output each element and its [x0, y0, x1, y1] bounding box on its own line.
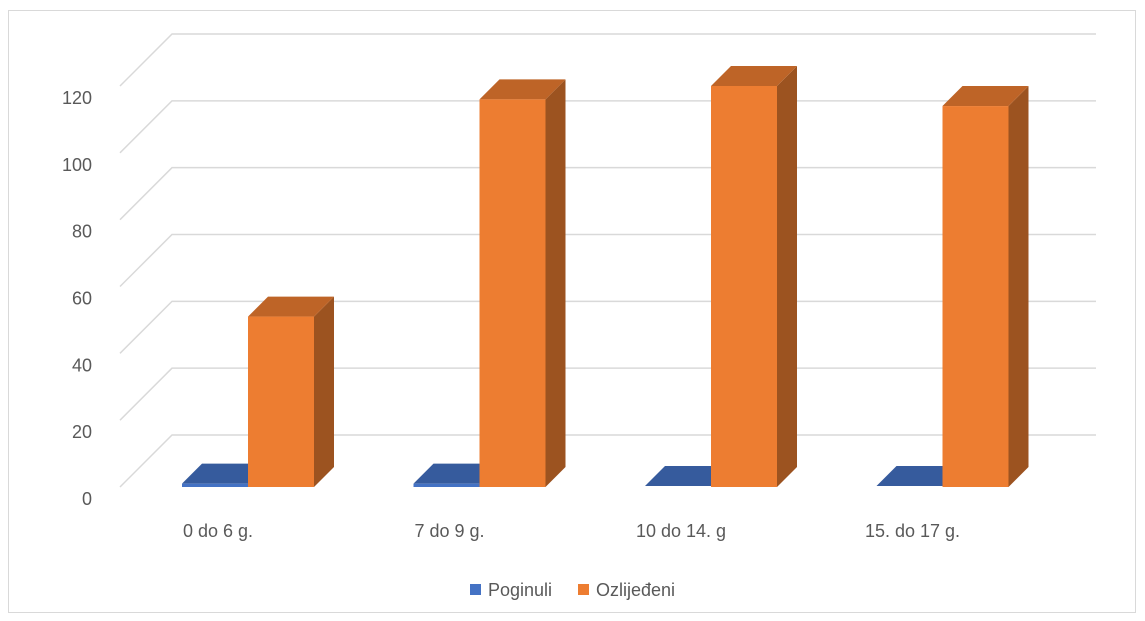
- bar-poginuli-2-top: [645, 466, 731, 486]
- gridline-120: [119, 33, 1096, 87]
- bar-poginuli-1-front: [413, 483, 480, 487]
- bar-ozlije-eni-0-top: [248, 296, 334, 317]
- legend-swatch: [578, 584, 589, 595]
- x-category-label: 7 do 9 g.: [414, 521, 484, 541]
- x-category-label: 0 do 6 g.: [183, 521, 253, 541]
- bar-ozlije-eni-2-front: [711, 86, 777, 487]
- bar-ozlije-eni-0-side: [314, 296, 334, 487]
- y-axis-ticks: 0 20 40 60 80 100 120: [62, 88, 92, 509]
- x-category-label: 10 do 14. g: [636, 521, 726, 541]
- bar-ozlije-eni-3-front: [942, 106, 1009, 488]
- bar-ozlije-eni-1-top: [479, 79, 566, 100]
- legend-label: Poginuli: [488, 580, 552, 600]
- x-category-label: 15. do 17 g.: [865, 521, 960, 541]
- y-tick-label: 0: [82, 489, 92, 509]
- bar-ozlije-eni-1-front: [479, 99, 546, 487]
- legend: Poginuli Ozlijeđeni: [470, 580, 675, 600]
- y-tick-label: 100: [62, 155, 92, 175]
- bar-poginuli-3-top: [876, 466, 963, 486]
- legend-swatch: [470, 584, 481, 595]
- x-axis-categories: 0 do 6 g. 7 do 9 g. 10 do 14. g 15. do 17 g…: [183, 521, 960, 541]
- bar-ozlije-eni-0: [248, 296, 334, 487]
- bar-ozlije-eni-3: [942, 86, 1029, 488]
- y-tick-label: 20: [72, 422, 92, 442]
- bar-poginuli-0-top: [182, 463, 268, 484]
- bar-ozlije-eni-1-side: [545, 79, 566, 487]
- bar-ozlije-eni-3-top: [942, 86, 1029, 107]
- y-tick-label: 60: [72, 289, 92, 309]
- bar-ozlije-eni-3-side: [1008, 86, 1029, 488]
- legend-item-poginuli: Poginuli: [470, 580, 552, 600]
- legend-label: Ozlijeđeni: [596, 580, 675, 600]
- bar-ozlije-eni-0-front: [248, 316, 314, 487]
- y-tick-label: 80: [72, 222, 92, 242]
- bars-layer: [182, 66, 1029, 488]
- bar-poginuli-0-front: [182, 483, 248, 487]
- bar-ozlije-eni-1: [479, 79, 566, 487]
- bar-ozlije-eni-2-top: [711, 66, 797, 86]
- bar-poginuli-1-top: [413, 463, 500, 484]
- y-tick-label: 120: [62, 88, 92, 108]
- y-tick-label: 40: [72, 355, 92, 375]
- legend-item-ozlije-eni: Ozlijeđeni: [578, 580, 675, 600]
- bar-ozlije-eni-2-side: [777, 66, 797, 487]
- bar-ozlije-eni-2: [711, 66, 797, 487]
